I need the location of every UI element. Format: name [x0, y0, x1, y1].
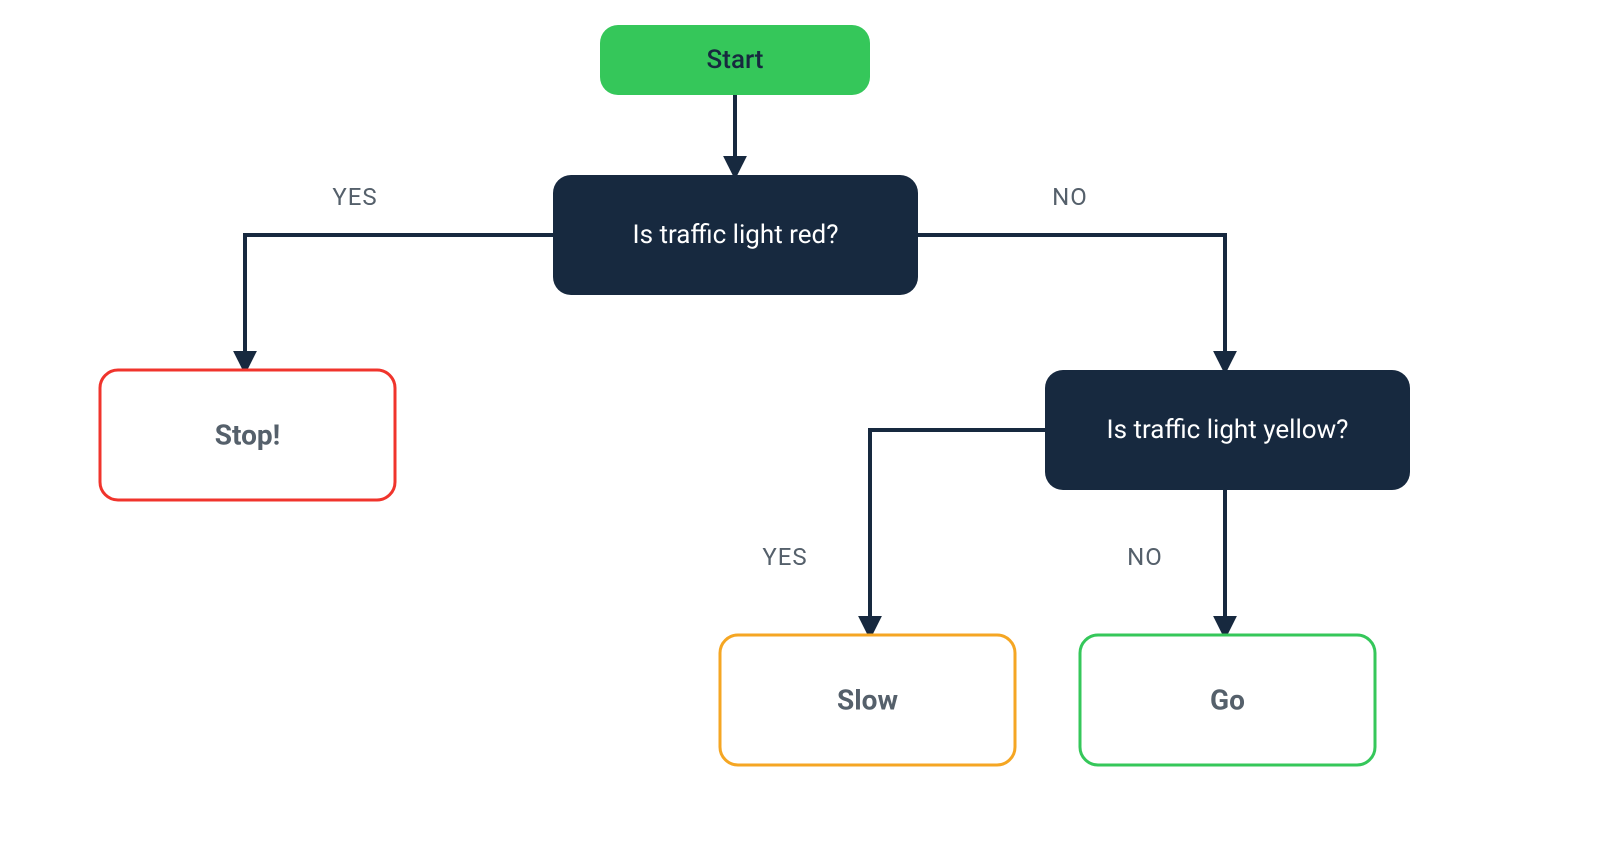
node-stop: Stop! [100, 370, 395, 500]
node-label-slow: Slow [837, 684, 898, 717]
edge-label-qyellow-yes: YES [762, 543, 807, 571]
edge-label-qred-no: NO [1052, 183, 1088, 211]
node-label-stop: Stop! [215, 419, 280, 452]
node-label-go: Go [1210, 684, 1245, 717]
edge-label-qred-yes: YES [332, 183, 377, 211]
node-label-q_red: Is traffic light red? [633, 220, 839, 250]
node-label-q_yellow: Is traffic light yellow? [1107, 415, 1349, 445]
nodes-layer: Start Is traffic light red? Stop! Is traffi… [100, 25, 1410, 765]
edge-qyellow-yes [870, 430, 1045, 635]
node-label-start: Start [707, 45, 764, 75]
edge-qred-no [918, 235, 1225, 370]
flowchart-canvas: YES NO YES NO Start Is traffic light red? Stop… [0, 0, 1600, 865]
node-start: Start [600, 25, 870, 95]
node-go: Go [1080, 635, 1375, 765]
node-q_red: Is traffic light red? [553, 175, 918, 295]
edge-label-qyellow-no: NO [1127, 543, 1163, 571]
node-q_yellow: Is traffic light yellow? [1045, 370, 1410, 490]
edge-qred-yes [245, 235, 553, 370]
node-slow: Slow [720, 635, 1015, 765]
